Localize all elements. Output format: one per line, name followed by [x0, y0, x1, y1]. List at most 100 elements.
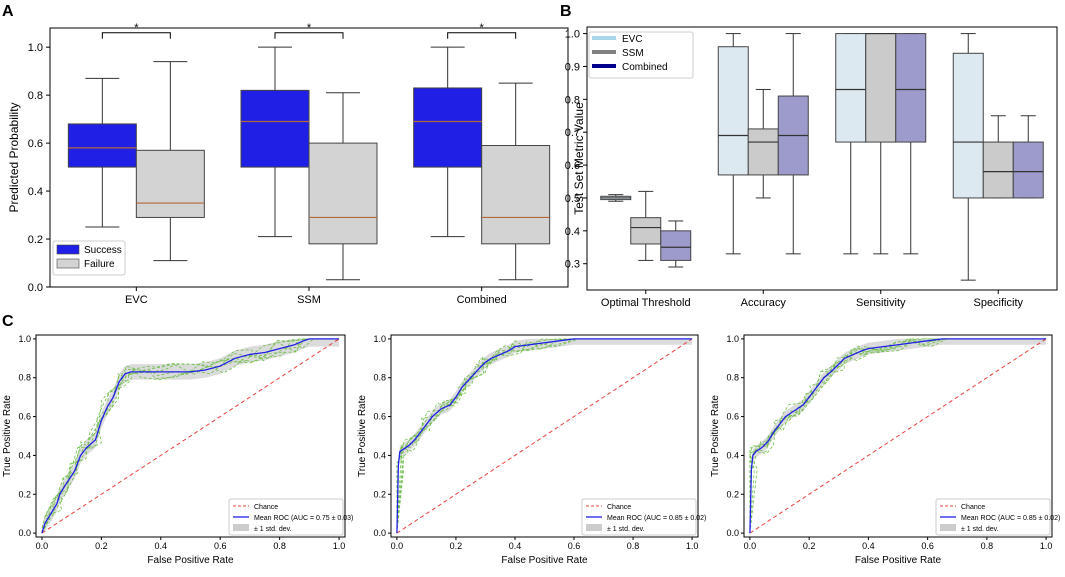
y-tick-label: 0.4: [565, 226, 580, 238]
fold-roc-curve: [41, 338, 340, 534]
fold-roc-curve: [749, 338, 1047, 534]
x-tick-label: 0.0: [36, 541, 49, 551]
box-success-combined: [413, 46, 483, 238]
fold-roc-curve: [396, 338, 693, 534]
x-tick-label: 1.0: [333, 541, 346, 551]
box-failure-evc: [135, 61, 205, 262]
x-axis-label: False Positive Rate: [855, 555, 942, 566]
x-tick-label: 0.6: [568, 541, 581, 551]
legend-swatch-std: [233, 524, 249, 531]
box-ssm-sensitivity: [865, 32, 897, 255]
box-ssm-optimal-threshold: [630, 190, 662, 261]
fold-roc-curve: [41, 338, 340, 534]
box-body: [952, 52, 984, 199]
y-tick-label: 0.6: [18, 412, 31, 422]
box-evc-sensitivity: [835, 33, 867, 255]
y-tick-label: 0.4: [18, 450, 31, 460]
box-combined-optimal-threshold: [660, 220, 692, 268]
x-tick-label: 1.0: [686, 541, 699, 551]
box-evc-specificity: [952, 33, 984, 281]
legend-box: [228, 498, 344, 536]
plot-frame: [390, 334, 699, 538]
y-tick-label: 0.6: [373, 412, 386, 422]
box-body: [747, 128, 779, 176]
y-tick-label: 0.0: [726, 528, 739, 538]
box-body: [835, 33, 867, 143]
box-body: [481, 145, 551, 245]
y-tick-label: 0.4: [373, 450, 386, 460]
legend-label: Chance: [607, 504, 631, 511]
legend-swatch-success: [56, 244, 80, 255]
y-axis-label: True Positive Rate: [2, 395, 13, 477]
panel-c-roc-ssm: 0.0 0.0 0.2 0.2 0.4 0.4 0.6 0.6 0.8 0.8 1.0 1.0 Fals…: [357, 334, 706, 566]
x-tick-label: EVC: [125, 294, 148, 306]
y-tick-label: 0.8: [18, 373, 31, 383]
fold-roc-curve: [41, 338, 340, 534]
y-tick-label: 1.0: [565, 29, 580, 41]
box-success-ssm: [240, 46, 310, 238]
legend-label: ± 1 std. dev.: [254, 526, 292, 533]
box-body: [413, 87, 483, 168]
legend-label: Chance: [961, 504, 985, 511]
x-tick-label: 0.8: [981, 541, 994, 551]
significance-star: *: [134, 22, 139, 34]
y-tick-label: 0.7: [565, 127, 580, 139]
box-body: [717, 46, 749, 176]
box-body: [1012, 141, 1044, 199]
y-tick-label: 0.3: [565, 259, 580, 271]
y-axis-label: Predicted Probability: [7, 102, 21, 212]
legend-label: Chance: [254, 504, 278, 511]
y-tick-label: 1.0: [28, 42, 43, 54]
legend-label-failure: Failure: [84, 259, 115, 270]
legend-label-evc: EVC: [622, 34, 643, 45]
panel-label-a: A: [2, 3, 14, 20]
y-tick-label: 0.2: [373, 489, 386, 499]
mean-roc-curve: [749, 338, 1047, 534]
legend-label: Mean ROC (AUC = 0.75 ± 0.03): [254, 515, 353, 522]
legend-swatch-failure: [56, 258, 80, 269]
x-tick-label: 0.4: [509, 541, 522, 551]
fold-roc-curve: [41, 338, 340, 534]
chance-line: [749, 338, 1047, 534]
box-combined-sensitivity: [895, 33, 927, 255]
panel-b-boxplot: 0.3 0.4 0.5 0.6 0.7 0.8 0.9 1.0 Test Set Metric …: [565, 26, 1058, 309]
y-axis-label: True Positive Rate: [710, 395, 721, 477]
legend-label-ssm: SSM: [622, 48, 644, 59]
fold-roc-curve: [41, 338, 340, 534]
y-tick-label: 0.8: [28, 90, 43, 102]
x-tick-label: 0.4: [155, 541, 168, 551]
y-tick-label: 0.6: [565, 160, 580, 172]
y-tick-label: 0.9: [565, 61, 580, 73]
fold-roc-curve: [749, 338, 1047, 534]
y-tick-label: 0.2: [726, 489, 739, 499]
y-tick-label: 0.6: [28, 138, 43, 150]
x-tick-label: 0.0: [744, 541, 757, 551]
y-tick-label: 0.4: [726, 450, 739, 460]
x-tick-label: Accuracy: [741, 297, 787, 309]
x-axis-label: False Positive Rate: [501, 555, 588, 566]
box-ssm-accuracy: [747, 88, 779, 199]
legend-label: ± 1 std. dev.: [961, 526, 999, 533]
x-tick-label: 0.2: [450, 541, 463, 551]
box-success-evc: [67, 77, 137, 228]
legend-box: [935, 498, 1051, 536]
significance-bracket: [447, 32, 517, 39]
legend-label: Mean ROC (AUC = 0.85 ± 0.02): [607, 515, 706, 522]
std-dev-band: [41, 338, 340, 534]
y-tick-label: 0.8: [373, 373, 386, 383]
plot-frame: [35, 334, 346, 538]
legend-label-combined: Combined: [622, 62, 668, 73]
x-tick-label: 0.8: [627, 541, 640, 551]
x-tick-label: SSM: [297, 294, 321, 306]
box-ssm-specificity: [982, 115, 1014, 199]
plot-frame: [586, 26, 1058, 291]
legend-label: ± 1 std. dev.: [607, 526, 645, 533]
box-body: [865, 33, 897, 143]
panel-label-c: C: [2, 313, 14, 330]
box-body: [660, 230, 692, 261]
fold-roc-curve: [749, 338, 1047, 534]
box-body: [135, 149, 205, 218]
x-tick-label: 0.2: [95, 541, 108, 551]
x-tick-label: 1.0: [1040, 541, 1053, 551]
box-body: [982, 141, 1014, 199]
